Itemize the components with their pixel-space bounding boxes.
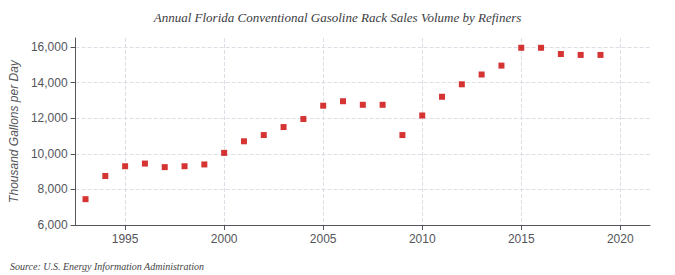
svg-text:2005: 2005 [310,232,337,246]
svg-text:2010: 2010 [409,232,436,246]
svg-text:14,000: 14,000 [31,76,68,90]
svg-text:2015: 2015 [508,232,535,246]
svg-text:6,000: 6,000 [38,218,68,232]
svg-text:8,000: 8,000 [38,182,68,196]
svg-text:Thousand Gallons per Day: Thousand Gallons per Day [7,59,21,203]
svg-text:12,000: 12,000 [31,111,68,125]
svg-text:16,000: 16,000 [31,40,68,54]
svg-text:1995: 1995 [112,232,139,246]
svg-text:Annual Florida Conventional Ga: Annual Florida Conventional Gasoline Rac… [153,10,522,25]
svg-text:2020: 2020 [607,232,634,246]
svg-text:Source: U.S. Energy Informatio: Source: U.S. Energy Information Administ… [10,261,204,272]
svg-text:10,000: 10,000 [31,147,68,161]
svg-text:2000: 2000 [211,232,238,246]
